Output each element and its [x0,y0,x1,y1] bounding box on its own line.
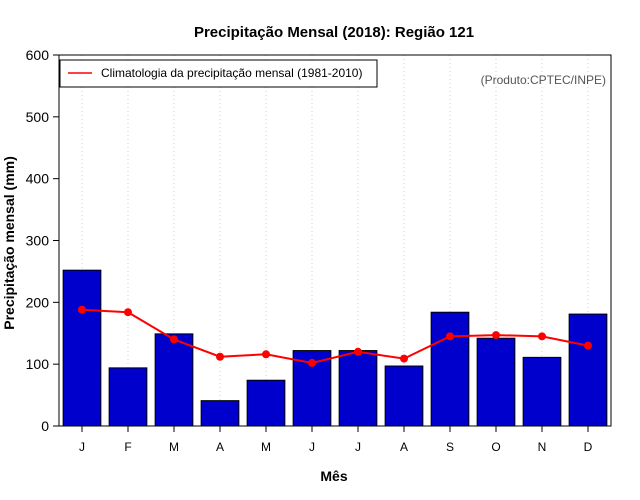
y-axis: 0 100 200 300 400 500 600 [26,47,59,434]
x-tick-label: O [491,440,500,454]
climatology-point-6 [308,358,316,367]
bar-a-8 [384,365,424,427]
climatology-point-3 [170,335,178,344]
x-tick-label: D [584,440,593,454]
bar-f-2 [108,367,148,427]
chart-title: Precipitação Mensal (2018): Região 121 [194,24,474,41]
bar-j-7 [338,350,378,427]
x-tick-label: J [309,440,315,454]
y-tick-label: 600 [26,47,50,63]
climatology-point-10 [492,331,500,340]
climatology-point-12 [584,341,592,350]
bar-d-12 [568,313,608,427]
x-tick-label: J [79,440,85,454]
bar-j-1 [62,269,102,427]
y-tick-label: 300 [26,233,50,249]
credit-text: (Produto:CPTEC/INPE) [481,73,606,87]
climatology-point-9 [446,332,454,341]
bar-s-9 [430,311,470,427]
climatology-point-8 [400,354,408,363]
climatology-point-11 [538,332,546,341]
x-tick-label: M [169,440,179,454]
bar-o-10 [476,337,516,427]
climatology-polyline [81,308,589,364]
legend-label: Climatologia da precipitação mensal (198… [101,66,362,80]
x-tick-label: N [538,440,547,454]
bars [62,269,608,427]
y-tick-label: 500 [26,109,50,125]
climatology-point-5 [262,350,270,359]
x-tick-label: A [216,440,224,454]
y-tick-label: 200 [26,294,50,310]
x-tick-label: A [400,440,408,454]
legend-box [59,59,378,88]
bar-m-3 [154,333,194,427]
climatology-point-2 [124,308,132,317]
legend: Climatologia da precipitação mensal (198… [59,59,378,88]
x-tick-label: F [124,440,131,454]
x-axis-label: Mês [320,468,347,484]
x-tick-label: M [261,440,271,454]
y-tick-label: 400 [26,171,50,187]
bar-n-11 [522,356,562,427]
climatology-point-7 [354,347,362,356]
bar-m-5 [246,379,286,427]
x-tick-label: J [355,440,361,454]
climatology-point-4 [216,352,224,361]
climatology-line [78,305,592,367]
climatology-point-1 [78,305,86,314]
bar-a-4 [200,400,240,427]
y-tick-label: 0 [41,418,49,434]
x-tick-label: S [446,440,454,454]
y-axis-label: Precipitação mensal (mm) [1,156,17,330]
y-tick-label: 100 [26,356,50,372]
